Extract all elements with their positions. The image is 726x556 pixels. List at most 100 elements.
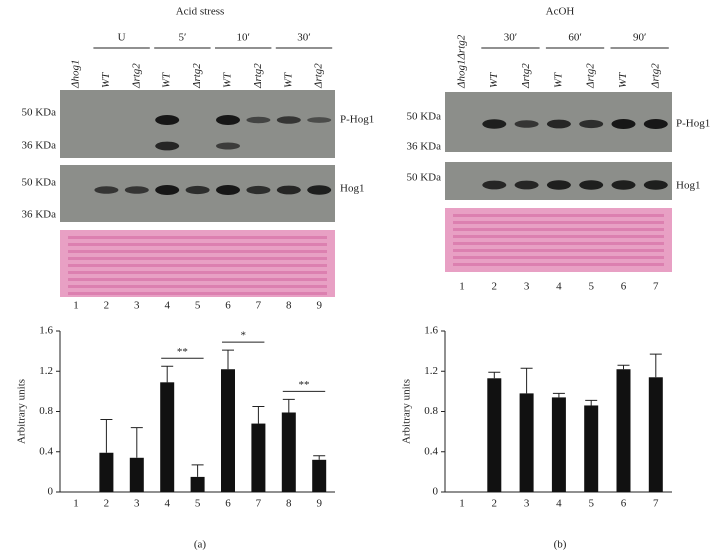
group-label: 30′: [297, 32, 310, 44]
error-bar: [282, 398, 295, 413]
blot-label: P-Hog1: [340, 114, 374, 126]
band: [482, 119, 507, 129]
band: [611, 119, 636, 129]
lane-label: WT: [100, 72, 112, 88]
gel: [445, 208, 672, 272]
group-label: 5′: [178, 32, 186, 44]
bar: [160, 382, 175, 492]
bar: [99, 452, 114, 492]
band: [514, 180, 539, 190]
x-tick-label: 6: [225, 498, 231, 510]
band: [579, 180, 604, 190]
gel-stripe: [453, 221, 664, 224]
lane-number: 5: [588, 281, 594, 293]
lane-label: Δhog1: [70, 60, 82, 89]
band: [246, 116, 271, 124]
marker-label: 50 KDa: [406, 172, 441, 184]
marker-label: 36 KDa: [21, 140, 56, 152]
lane-number: 5: [195, 300, 201, 312]
band: [155, 141, 180, 151]
blot-label: Hog1: [676, 180, 700, 192]
x-tick-label: 7: [256, 498, 262, 510]
lane-label: Δrtg2: [649, 63, 661, 89]
band: [276, 116, 301, 124]
x-tick-label: 3: [524, 498, 530, 510]
error-bar: [649, 353, 662, 378]
lane-number: 2: [104, 300, 110, 312]
error-bar: [488, 371, 501, 379]
group-label: 60′: [568, 32, 581, 44]
gel-stripe: [68, 250, 327, 253]
lane-label: Δrtg2: [252, 63, 264, 89]
gel-stripe: [68, 243, 327, 246]
gel-stripe: [68, 278, 327, 281]
gel-stripe: [68, 257, 327, 260]
caption: (b): [554, 539, 567, 551]
group-label: 90′: [633, 32, 646, 44]
band: [546, 119, 571, 129]
gel-stripe: [68, 271, 327, 274]
x-tick-label: 6: [621, 498, 627, 510]
gel-stripe: [453, 235, 664, 238]
y-tick-label: 0.8: [39, 405, 53, 417]
error-bar: [617, 364, 630, 370]
band: [155, 115, 180, 125]
error-bar: [130, 427, 143, 458]
band: [216, 142, 240, 150]
lane-label: Δhog1Δrtg2: [456, 34, 468, 89]
lane-number: 3: [134, 300, 140, 312]
bar: [251, 423, 266, 492]
x-tick-label: 9: [316, 498, 322, 510]
group-label: U: [118, 32, 126, 44]
band: [307, 117, 332, 123]
lane-number: 7: [653, 281, 659, 293]
lane-number: 6: [225, 300, 231, 312]
bar: [129, 457, 144, 492]
marker-label: 36 KDa: [406, 141, 441, 153]
gel-stripe: [68, 236, 327, 239]
bar: [221, 369, 235, 492]
x-tick-label: 4: [164, 498, 170, 510]
gel-stripe: [68, 264, 327, 267]
error-bar: [222, 349, 234, 370]
band: [611, 180, 636, 190]
lane-label: Δrtg2: [130, 63, 142, 89]
x-tick-label: 5: [588, 498, 594, 510]
lane-number: 7: [256, 300, 262, 312]
marker-label: 50 KDa: [21, 107, 56, 119]
lane-label: WT: [552, 72, 564, 88]
x-tick-label: 5: [195, 498, 201, 510]
y-tick-label: 0: [48, 486, 54, 498]
lane-number: 2: [492, 281, 498, 293]
x-tick-label: 1: [459, 498, 465, 510]
panel-title: Acid stress: [176, 6, 225, 18]
band: [546, 180, 571, 190]
significance-label: *: [240, 330, 246, 342]
lane-number: 6: [621, 281, 627, 293]
band: [216, 115, 240, 125]
bar: [648, 377, 663, 492]
band: [482, 180, 507, 190]
marker-label: 50 KDa: [21, 177, 56, 189]
y-tick-label: 0: [433, 486, 439, 498]
y-tick-label: 1.6: [424, 325, 438, 337]
band: [246, 185, 271, 195]
error-bar: [100, 419, 113, 453]
x-tick-label: 3: [134, 498, 140, 510]
y-tick-label: 0.4: [424, 445, 438, 457]
x-tick-label: 8: [286, 498, 292, 510]
band: [307, 185, 332, 195]
blot: [60, 90, 335, 158]
bar: [519, 393, 534, 492]
significance-label: **: [177, 346, 188, 358]
error-bar: [191, 464, 204, 477]
bar: [584, 405, 599, 492]
bar: [190, 476, 205, 492]
lane-number: 9: [316, 300, 322, 312]
x-tick-label: 2: [492, 498, 498, 510]
y-tick-label: 0.4: [39, 445, 53, 457]
band: [579, 119, 604, 129]
lane-number: 1: [459, 281, 465, 293]
bar: [487, 378, 502, 492]
blot-label: P-Hog1: [676, 118, 710, 130]
